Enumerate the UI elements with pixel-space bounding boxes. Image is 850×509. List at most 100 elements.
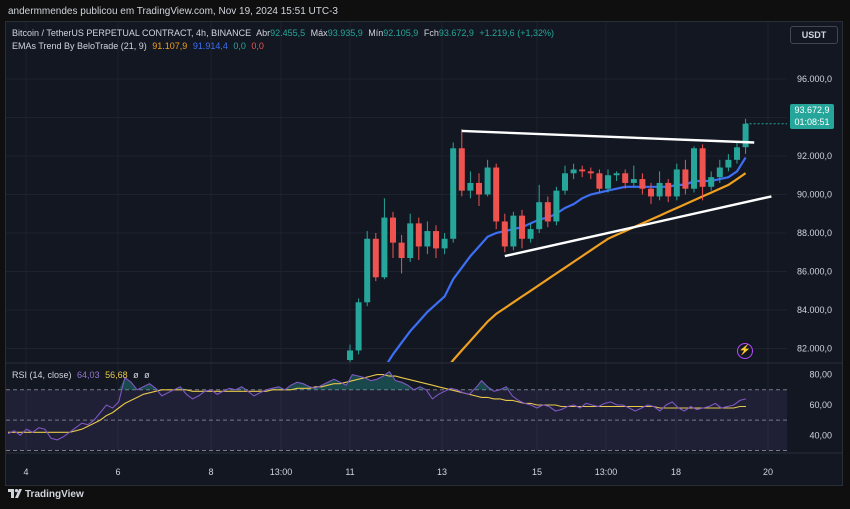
tradingview-logo-text: TradingView [25, 489, 84, 500]
rsi-overbought-fill [8, 371, 746, 390]
tradingview-logo[interactable]: TradingView [8, 489, 84, 500]
tradingview-icon [8, 489, 22, 498]
snapshot-header: andermmendes publicou em TradingView.com… [8, 6, 338, 17]
candle [458, 148, 465, 191]
candle [544, 202, 551, 222]
candle [579, 169, 586, 172]
time-axis-label: 13 [437, 467, 447, 477]
candle [622, 173, 629, 183]
candle [716, 167, 723, 178]
currency-selector[interactable]: USDT [790, 26, 838, 44]
open-label: Abr [256, 28, 271, 38]
time-axis-label: 11 [345, 467, 354, 477]
price-axis-label: 88.000,0 [797, 228, 832, 238]
last-price-tag: 93.672,9 01:08:51 [790, 104, 834, 129]
time-axis-label: 6 [115, 467, 120, 477]
price-axis-label: 92.000,0 [797, 151, 832, 161]
candle [424, 231, 431, 247]
rsi-ma-value: 56,68 [105, 370, 128, 380]
candle [682, 169, 689, 189]
symbol-legend: Bitcoin / TetherUS PERPETUAL CONTRACT, 4… [12, 28, 557, 38]
high-value: 93.935,9 [327, 28, 363, 38]
ema-extra-value-1: 0,0 [233, 41, 246, 51]
candle [407, 223, 414, 259]
time-axis-label: 18 [671, 467, 681, 477]
candle [656, 182, 663, 197]
time-axis-label: 20 [763, 467, 773, 477]
ema-slow-value: 91.107,9 [152, 41, 188, 51]
candle [493, 167, 500, 222]
change-value: +1.219,6 (+1,32%) [479, 28, 554, 38]
candle [390, 217, 396, 243]
candle [570, 169, 577, 174]
candle [605, 175, 611, 189]
candle [596, 173, 603, 189]
candle [347, 350, 353, 361]
low-value: 92.105,9 [383, 28, 419, 38]
candle [381, 217, 388, 278]
rsi-extra-1: ø [133, 370, 139, 380]
candle [639, 179, 646, 189]
candle [742, 123, 749, 148]
time-axis-label: 8 [208, 467, 213, 477]
candle [734, 147, 740, 160]
candle [433, 231, 439, 249]
candle [708, 177, 715, 187]
last-price-value: 93.672,9 [794, 105, 830, 115]
price-axis-label: 84.000,0 [797, 305, 832, 315]
lightning-icon[interactable]: ⚡ [737, 343, 753, 359]
time-axis-label: 15 [532, 467, 542, 477]
time-axis-label: 13:00 [270, 467, 293, 477]
resistance-trendline [461, 129, 755, 144]
ema-slow-line [450, 172, 747, 362]
ema-fast-value: 91.914,4 [192, 41, 228, 51]
candle [630, 179, 637, 183]
candle [476, 182, 482, 195]
price-axis-label: 82.000,0 [797, 344, 832, 354]
time-axis-label: 13:00 [595, 467, 618, 477]
candle [536, 202, 543, 230]
price-axis-label: 90.000,0 [797, 189, 832, 199]
rsi-extra-2: ø [144, 370, 150, 380]
rsi-axis-label: 80,00 [809, 370, 832, 380]
candle [587, 171, 594, 174]
rsi-legend: RSI (14, close) 64,03 56,68 ø ø [12, 370, 153, 380]
rsi-value: 64,03 [77, 370, 100, 380]
candle [398, 242, 405, 259]
rsi-line [7, 370, 747, 441]
price-axis-label: 86.000,0 [797, 267, 832, 277]
candle [691, 148, 697, 189]
candle [355, 302, 362, 351]
support-trendline [504, 195, 772, 258]
low-label: Mín [368, 28, 384, 38]
candle [364, 238, 371, 303]
candle [450, 148, 457, 239]
close-label: Fch [423, 28, 439, 38]
bar-countdown: 01:08:51 [794, 117, 830, 127]
candle [673, 169, 680, 197]
candle [553, 190, 560, 222]
ema-extra-value-2: 0,0 [251, 41, 264, 51]
ema-legend: EMAs Trend By BeloTrade (21, 9) 91.107,9… [12, 41, 267, 51]
candle [665, 182, 672, 197]
candle [441, 238, 448, 249]
symbol-title: Bitcoin / TetherUS PERPETUAL CONTRACT, 4… [12, 28, 252, 38]
open-value: 92.455,5 [270, 28, 306, 38]
candle [467, 182, 474, 191]
candle [484, 167, 491, 195]
rsi-title: RSI (14, close) [12, 370, 72, 380]
rsi-ma-line [8, 374, 746, 433]
candle [519, 215, 525, 239]
rsi-axis-label: 40,00 [809, 430, 832, 440]
candle [372, 238, 379, 278]
candle [415, 223, 422, 247]
candle [613, 173, 620, 176]
candle [648, 188, 654, 197]
candle [562, 173, 568, 191]
candles [347, 118, 749, 362]
candle [725, 159, 732, 168]
time-axis-label: 4 [23, 467, 28, 477]
ema-title: EMAs Trend By BeloTrade (21, 9) [12, 41, 147, 51]
close-value: 93.672,9 [438, 28, 474, 38]
